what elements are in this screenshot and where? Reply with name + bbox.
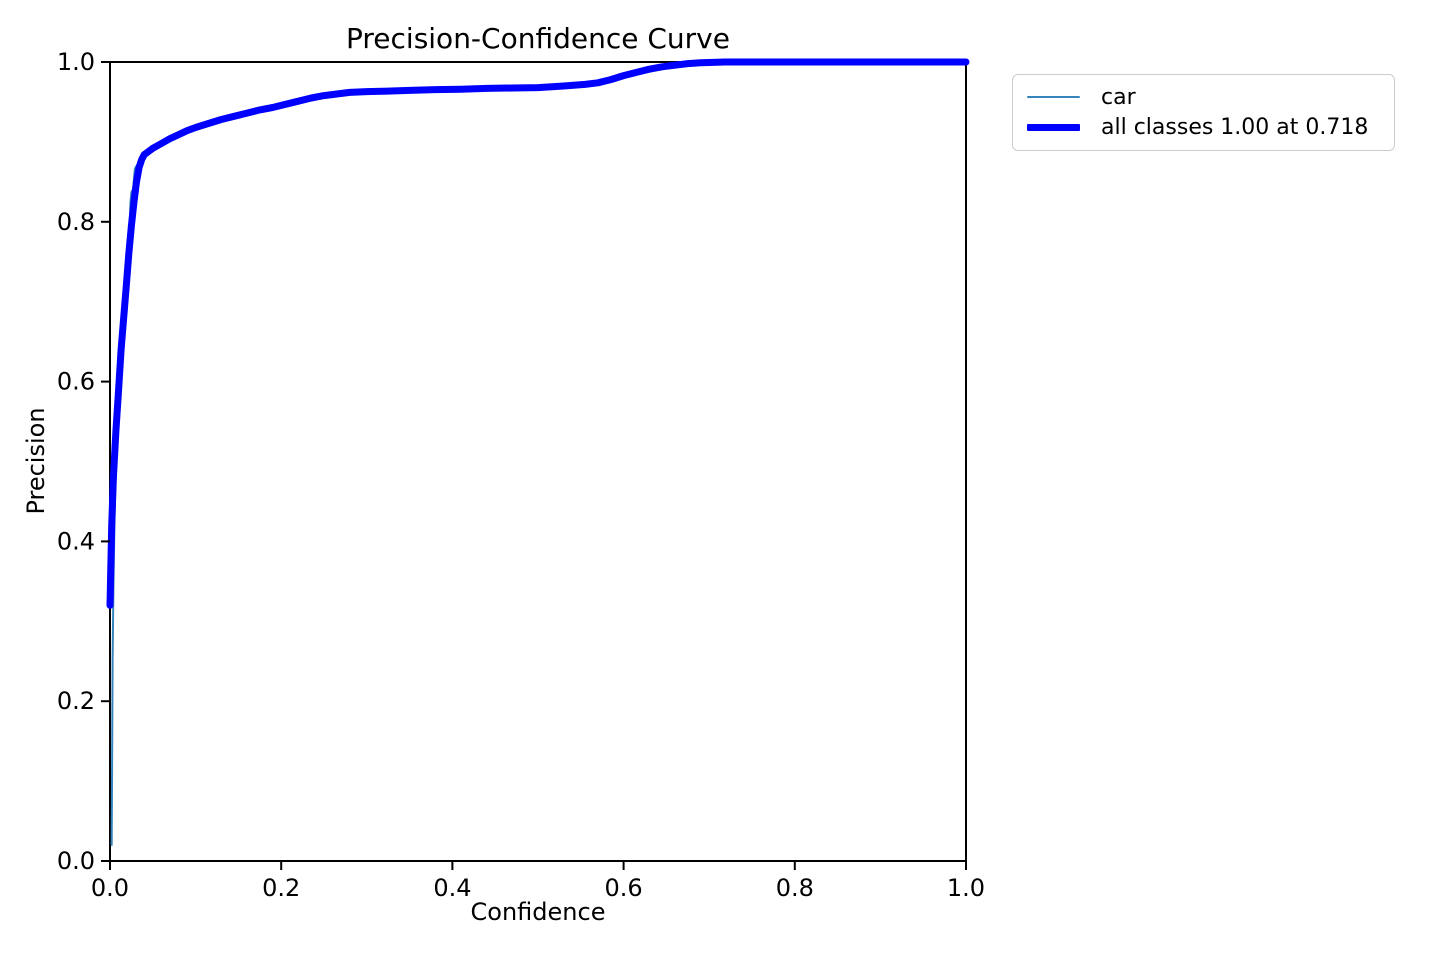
all-classes-line-swatch <box>1027 124 1080 132</box>
y-tick-label: 0.0 <box>57 847 95 875</box>
series-line-car <box>110 61 967 846</box>
x-tick-label: 0.2 <box>262 874 300 902</box>
y-tick-label: 0.2 <box>57 687 95 715</box>
x-tick-label: 0.6 <box>605 874 643 902</box>
y-tick-label: 0.4 <box>57 527 95 555</box>
y-tick-label: 0.8 <box>57 208 95 236</box>
plot-border <box>109 61 967 862</box>
legend-entry-all-classes: all classes 1.00 at 0.718 <box>1027 113 1380 144</box>
legend-label-all-classes: all classes 1.00 at 0.718 <box>1101 115 1369 141</box>
x-tick-label: 1.0 <box>947 874 985 902</box>
legend-box: car all classes 1.00 at 0.718 <box>1012 74 1395 151</box>
x-axis-label: Confidence <box>470 898 606 926</box>
legend-label-car: car <box>1101 84 1136 110</box>
car-line-swatch <box>1027 96 1080 99</box>
legend-entry-car: car <box>1027 82 1380 113</box>
x-tick-label: 0.0 <box>91 874 129 902</box>
y-axis-label: Precision <box>22 407 50 515</box>
chart-title: Precision-Confidence Curve <box>346 22 730 55</box>
x-tick-label: 0.8 <box>776 874 814 902</box>
y-tick-label: 0.6 <box>57 368 95 396</box>
series-line-all-classes <box>106 58 970 609</box>
x-tick-label: 0.4 <box>433 874 471 902</box>
y-tick-label: 1.0 <box>57 48 95 76</box>
